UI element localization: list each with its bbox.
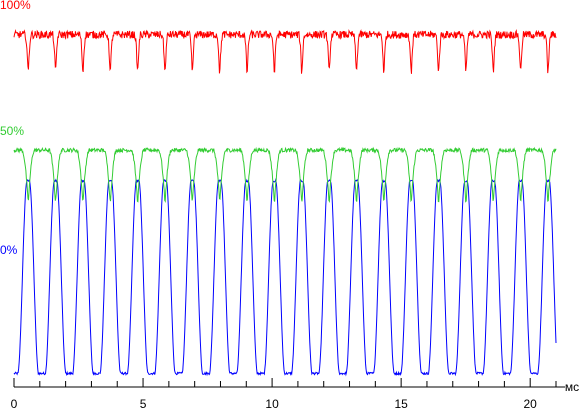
level-label: 100%	[0, 0, 31, 12]
level-label: 0%	[0, 243, 18, 257]
x-axis-unit-label: мс	[565, 380, 579, 394]
series-layer	[13, 28, 557, 377]
red-series-line	[13, 28, 557, 74]
x-axis-ticks: 0 5 10 15 20	[11, 378, 557, 411]
level-label: 50%	[0, 124, 24, 138]
x-tick-label: 10	[265, 397, 279, 411]
x-tick-label: 0	[11, 397, 18, 411]
green-series-line	[13, 146, 557, 204]
x-axis: 0 5 10 15 20 мс	[11, 378, 579, 411]
level-labels: 100% 50% 0%	[0, 0, 31, 257]
x-tick-label: 20	[524, 397, 538, 411]
blue-series-line	[13, 177, 557, 377]
x-tick-label: 5	[140, 397, 147, 411]
x-tick-label: 15	[394, 397, 408, 411]
